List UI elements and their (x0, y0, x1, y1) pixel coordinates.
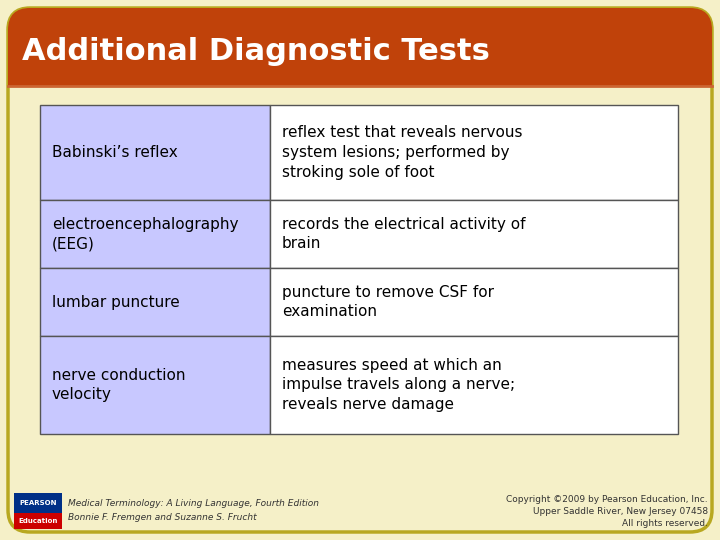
Text: Babinski’s reflex: Babinski’s reflex (52, 145, 178, 160)
Bar (270, 200, 678, 268)
Bar (270, 105, 678, 200)
Bar (40, 105, 270, 200)
Bar (270, 268, 678, 336)
Text: All rights reserved.: All rights reserved. (622, 519, 708, 529)
Bar (40, 336, 270, 434)
Bar (14, 513, 62, 529)
Text: puncture to remove CSF for
examination: puncture to remove CSF for examination (282, 285, 494, 319)
Text: Education: Education (18, 518, 58, 524)
Bar (40, 268, 270, 336)
Text: nerve conduction
velocity: nerve conduction velocity (52, 368, 186, 402)
Text: Copyright ©2009 by Pearson Education, Inc.: Copyright ©2009 by Pearson Education, In… (506, 496, 708, 504)
Text: records the electrical activity of
brain: records the electrical activity of brain (282, 217, 526, 252)
Text: Medical Terminology: A Living Language, Fourth Edition: Medical Terminology: A Living Language, … (68, 498, 319, 508)
Bar (40, 200, 270, 268)
Text: measures speed at which an
impulse travels along a nerve;
reveals nerve damage: measures speed at which an impulse trave… (282, 357, 515, 413)
Text: reflex test that reveals nervous
system lesions; performed by
stroking sole of f: reflex test that reveals nervous system … (282, 125, 523, 180)
Bar (270, 336, 678, 434)
FancyBboxPatch shape (8, 8, 712, 532)
Bar (14, 493, 62, 513)
Bar (8, 64, 712, 86)
Text: Bonnie F. Fremgen and Suzanne S. Frucht: Bonnie F. Fremgen and Suzanne S. Frucht (68, 514, 256, 523)
Text: electroencephalography
(EEG): electroencephalography (EEG) (52, 217, 238, 252)
Text: PEARSON: PEARSON (19, 500, 57, 506)
Text: Additional Diagnostic Tests: Additional Diagnostic Tests (22, 37, 490, 66)
Text: Upper Saddle River, New Jersey 07458: Upper Saddle River, New Jersey 07458 (533, 508, 708, 516)
Text: lumbar puncture: lumbar puncture (52, 294, 180, 309)
FancyBboxPatch shape (8, 8, 712, 86)
